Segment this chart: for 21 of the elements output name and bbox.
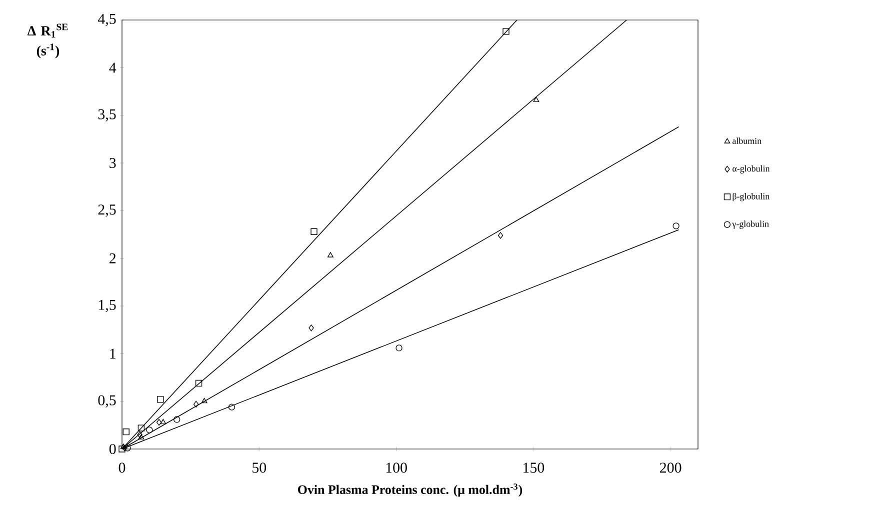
x-tick-label: 150 xyxy=(524,462,544,473)
y-tick-label: 1 xyxy=(110,348,116,359)
y-tick-label: 3 xyxy=(110,158,116,168)
x-axis-title: Ovin Plasma Proteins conc. (μ mol.dm$^{-3}$) xyxy=(298,484,522,497)
y-tick-label: 2,5 xyxy=(98,204,116,217)
legend-label: albumin xyxy=(732,138,762,144)
y-tick-label: 1,5 xyxy=(98,300,116,312)
x-tick-label: 0 xyxy=(118,462,126,473)
legend-label: γ-globulin xyxy=(732,220,769,229)
legend-label: β-globulin xyxy=(732,192,770,202)
legend-label: α-globulin xyxy=(732,165,770,174)
x-tick-label: 100 xyxy=(386,462,407,473)
y-tick-label: 2 xyxy=(110,253,116,264)
y-tick-label: 0 xyxy=(109,444,116,454)
y-tick-label: 0,5 xyxy=(98,395,116,408)
y-tick-label: 4,5 xyxy=(98,14,116,26)
text: Δ R$_{1}$SE (s$^{-1}$) xyxy=(28,24,68,58)
y-tick-label: 4 xyxy=(109,62,116,73)
x-tick-label: 200 xyxy=(660,462,682,473)
x-tick-label: 50 xyxy=(252,462,266,473)
y-tick-label: 3,5 xyxy=(98,109,116,122)
